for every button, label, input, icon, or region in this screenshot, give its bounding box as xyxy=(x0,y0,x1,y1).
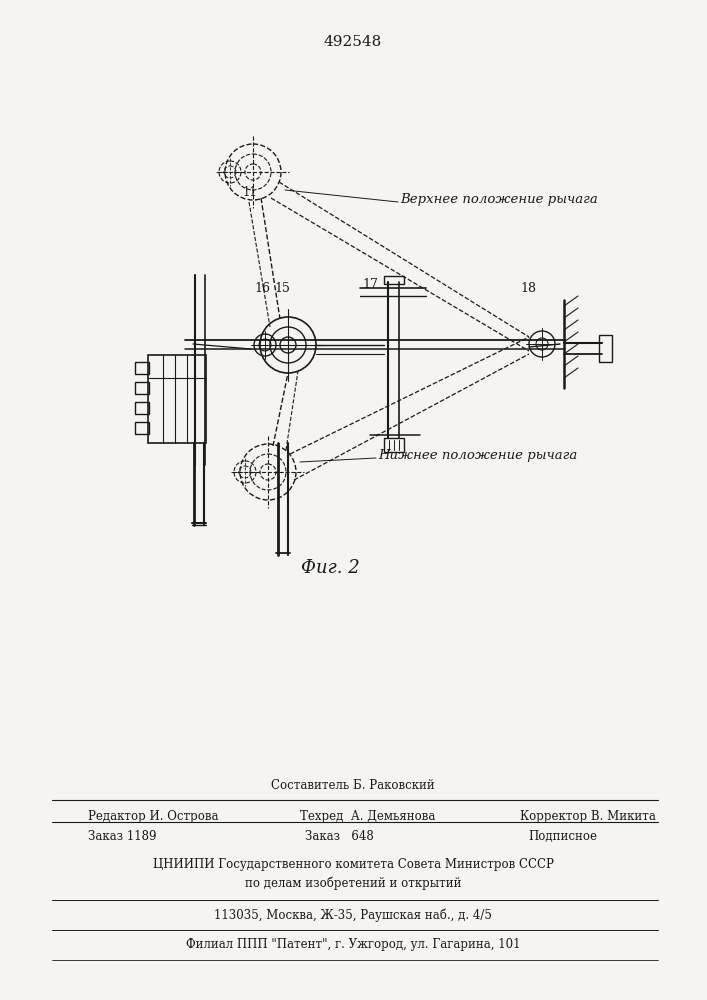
Text: 18: 18 xyxy=(520,282,536,294)
Bar xyxy=(135,362,149,374)
Text: Подписное: Подписное xyxy=(528,830,597,843)
Text: 492548: 492548 xyxy=(324,35,382,49)
Text: Нижнее положение рычага: Нижнее положение рычага xyxy=(378,448,577,462)
Bar xyxy=(135,402,149,414)
Text: 16: 16 xyxy=(254,282,270,294)
Text: Заказ   648: Заказ 648 xyxy=(305,830,374,843)
Text: ЦНИИПИ Государственного комитета Совета Министров СССР: ЦНИИПИ Государственного комитета Совета … xyxy=(153,858,554,871)
Text: 113035, Москва, Ж-35, Раушская наб., д. 4/5: 113035, Москва, Ж-35, Раушская наб., д. … xyxy=(214,908,492,922)
Text: Фиг. 2: Фиг. 2 xyxy=(300,559,359,577)
Bar xyxy=(135,422,149,434)
Text: Заказ 1189: Заказ 1189 xyxy=(88,830,156,843)
Text: Верхнее положение рычага: Верхнее положение рычага xyxy=(400,194,597,207)
Text: по делам изобретений и открытий: по делам изобретений и открытий xyxy=(245,876,461,890)
Text: 17: 17 xyxy=(362,277,378,290)
Text: Редактор И. Острова: Редактор И. Острова xyxy=(88,810,218,823)
Bar xyxy=(148,355,206,443)
Text: 15: 15 xyxy=(274,282,290,294)
Text: 11: 11 xyxy=(243,186,257,198)
Text: Техред  А. Демьянова: Техред А. Демьянова xyxy=(300,810,436,823)
Text: Филиал ППП "Патент", г. Ужгород, ул. Гагарина, 101: Филиал ППП "Патент", г. Ужгород, ул. Гаг… xyxy=(186,938,520,951)
Text: Корректор В. Микита: Корректор В. Микита xyxy=(520,810,656,823)
Bar xyxy=(384,438,404,452)
Bar xyxy=(135,382,149,394)
Bar xyxy=(599,335,612,362)
Bar xyxy=(384,276,404,284)
Text: Составитель Б. Раковский: Составитель Б. Раковский xyxy=(271,779,435,792)
